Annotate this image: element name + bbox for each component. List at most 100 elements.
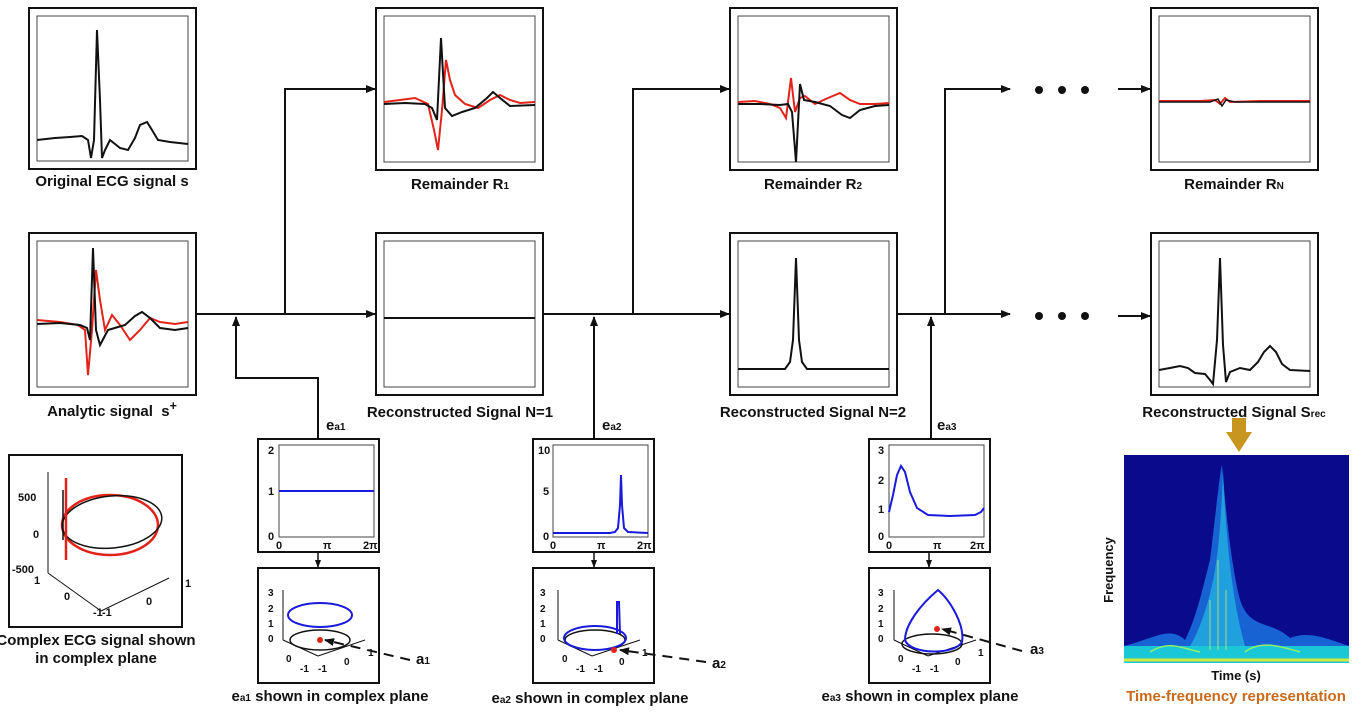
- svg-text:2: 2: [268, 445, 274, 457]
- svg-text:0: 0: [540, 634, 546, 645]
- gold-arrow: [1226, 418, 1252, 452]
- a1-label: a1: [416, 651, 430, 668]
- svg-text:3: 3: [540, 588, 546, 599]
- original-ecg-trace: [36, 29, 189, 159]
- recon2-box: [729, 232, 898, 396]
- svg-text:π: π: [597, 540, 606, 552]
- svg-text:3: 3: [878, 445, 884, 457]
- ea3-kernel-plot: [888, 444, 985, 538]
- analytic-signal-label: Analytic signal s+: [47, 399, 177, 420]
- ea3-plane-plot: [893, 588, 977, 657]
- cp-x0: 0: [64, 591, 70, 603]
- svg-text:3: 3: [268, 588, 274, 599]
- svg-text:2: 2: [878, 475, 884, 487]
- tf-image: [1124, 455, 1349, 663]
- svg-text:0: 0: [268, 634, 274, 645]
- recon2-label: Reconstructed Signal N=2: [719, 404, 907, 421]
- cp-z-top: 500: [18, 492, 36, 504]
- cp-x-1: -1: [93, 607, 103, 619]
- svg-text:10: 10: [538, 445, 550, 457]
- svg-text:0: 0: [955, 657, 961, 668]
- remainderN-imag-trace: [1159, 96, 1310, 106]
- svg-text:0: 0: [878, 634, 884, 645]
- svg-text:2: 2: [540, 604, 546, 615]
- recon1-label: Reconstructed Signal N=1: [366, 404, 554, 421]
- svg-text:0: 0: [562, 654, 568, 665]
- analytic-imag-trace: [36, 269, 189, 376]
- original-ecg-box: [28, 7, 197, 170]
- tf-title: Time-frequency representation: [1126, 688, 1346, 705]
- ea1-plane-plot: [282, 590, 366, 657]
- ea1-plane-label: ea1 shown in complex plane: [231, 688, 429, 705]
- svg-text:0: 0: [286, 654, 292, 665]
- svg-text:-1: -1: [930, 664, 939, 675]
- svg-text:1: 1: [978, 648, 984, 659]
- svg-text:0: 0: [543, 531, 549, 543]
- recon-final-box: [1150, 232, 1319, 396]
- remainder1-box: [375, 7, 544, 171]
- analytic-real-trace: [36, 247, 189, 348]
- cp-z-mid: 0: [33, 529, 39, 541]
- ea2-kernel-box: [532, 438, 655, 553]
- cp-z-bot: -500: [12, 564, 34, 576]
- ea2-label: ea2: [602, 417, 622, 434]
- ea1-plane-box: [257, 567, 380, 684]
- cp-x1: 1: [34, 575, 40, 587]
- ea3-plane-label: ea3 shown in complex plane: [821, 688, 1019, 705]
- ea1-kernel-box: [257, 438, 380, 553]
- remainderN-box: [1150, 7, 1319, 171]
- svg-text:1: 1: [268, 486, 274, 498]
- svg-text:0: 0: [886, 540, 892, 552]
- complex-ecg-label: Complex ECG signal shown in complex plan…: [0, 632, 196, 667]
- svg-text:π: π: [933, 540, 942, 552]
- tf-ylabel: Frequency: [1101, 536, 1116, 603]
- original-ecg-label: Original ECG signal s: [35, 173, 189, 190]
- svg-text:0: 0: [276, 540, 282, 552]
- svg-text:1: 1: [878, 619, 884, 630]
- ea1-kernel-plot: [278, 444, 375, 538]
- ea2-plane-label: ea2 shown in complex plane: [491, 690, 689, 707]
- remainder1-real-trace: [383, 37, 536, 121]
- svg-text:π: π: [323, 540, 332, 552]
- svg-text:1: 1: [878, 504, 884, 516]
- cp-y-1: -1: [102, 607, 112, 619]
- svg-text:2π: 2π: [363, 540, 378, 552]
- ea3-plane-box: [868, 567, 991, 684]
- svg-text:3: 3: [878, 588, 884, 599]
- ea1-label: ea1: [326, 417, 346, 434]
- recon-final-label: Reconstructed Signal Srec: [1142, 404, 1326, 421]
- complex-plane-box: [8, 454, 183, 628]
- a3-label: a3: [1030, 641, 1044, 658]
- ea3-kernel-box: [868, 438, 991, 553]
- recon2-trace: [738, 257, 889, 370]
- svg-text:2π: 2π: [637, 540, 652, 552]
- remainderN-label: Remainder RN: [1184, 176, 1284, 193]
- svg-text:2: 2: [268, 604, 274, 615]
- ea2-plane-plot: [557, 590, 641, 657]
- recon-final-trace: [1158, 257, 1311, 387]
- remainder2-real-trace: [738, 83, 890, 163]
- remainder1-label: Remainder R1: [410, 176, 510, 193]
- svg-text:-1: -1: [912, 664, 921, 675]
- svg-text:1: 1: [368, 648, 374, 659]
- svg-text:-1: -1: [576, 664, 585, 675]
- recon1-box: [375, 232, 544, 396]
- cp-y0: 0: [146, 596, 152, 608]
- svg-text:5: 5: [543, 486, 549, 498]
- svg-text:2: 2: [878, 604, 884, 615]
- ea3-label: ea3: [937, 417, 957, 434]
- remainder2-label: Remainder R2: [763, 176, 863, 193]
- tf-xlabel: Time (s): [1211, 668, 1261, 683]
- complex-ecg-plot: [47, 472, 170, 612]
- svg-text:1: 1: [540, 619, 546, 630]
- remainderN-real-trace: [1159, 98, 1310, 108]
- svg-text:0: 0: [550, 540, 556, 552]
- svg-text:0: 0: [344, 657, 350, 668]
- svg-text:0: 0: [268, 531, 274, 543]
- svg-text:1: 1: [268, 619, 274, 630]
- svg-text:0: 0: [898, 654, 904, 665]
- svg-text:0: 0: [619, 657, 625, 668]
- remainder2-box: [729, 7, 898, 171]
- cp-y1: 1: [185, 578, 191, 590]
